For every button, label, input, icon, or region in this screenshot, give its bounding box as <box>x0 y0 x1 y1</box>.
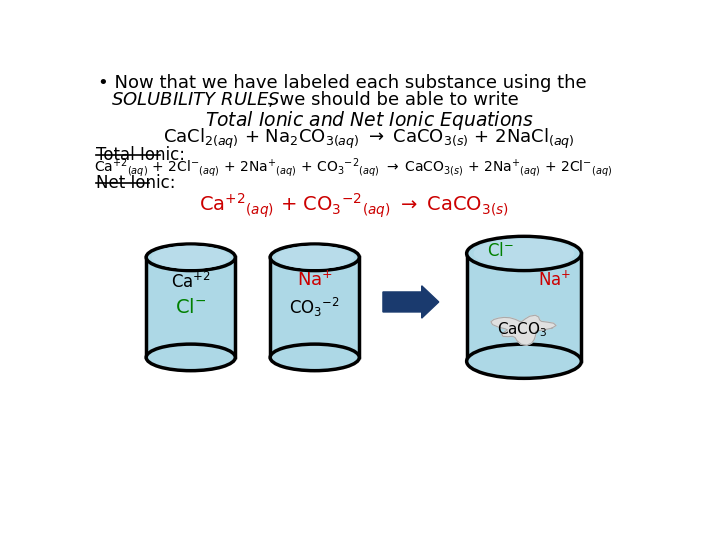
Ellipse shape <box>467 237 581 271</box>
Text: Cl$^{-}$: Cl$^{-}$ <box>175 298 207 317</box>
FancyArrow shape <box>383 286 438 318</box>
Text: • Now that we have labeled each substance using the: • Now that we have labeled each substanc… <box>98 74 586 92</box>
Polygon shape <box>491 315 556 345</box>
Text: , we should be able to write: , we should be able to write <box>269 91 519 109</box>
Text: Ca$^{+2}$: Ca$^{+2}$ <box>171 272 211 292</box>
Text: Na$^{+}$: Na$^{+}$ <box>297 271 333 290</box>
Text: $\it{Total\ Ionic\ and\ Net\ Ionic\ Equations}$: $\it{Total\ Ionic\ and\ Net\ Ionic\ Equa… <box>204 109 534 132</box>
Bar <box>467 253 581 361</box>
Text: $\bf{\it{SOLUBILITY\ RULES}}$: $\bf{\it{SOLUBILITY\ RULES}}$ <box>111 91 281 109</box>
Text: CaCO$_3$: CaCO$_3$ <box>497 320 548 339</box>
Text: CO$_{3}$$^{-2}$: CO$_{3}$$^{-2}$ <box>289 296 341 319</box>
Ellipse shape <box>146 244 235 271</box>
Ellipse shape <box>151 246 230 269</box>
Bar <box>146 257 235 357</box>
Text: Ca$^{+2}$$_{(aq)}$ + CO$_{3}$$^{-2}$$_{(aq)}$ $\rightarrow$ CaCO$_{3(s)}$: Ca$^{+2}$$_{(aq)}$ + CO$_{3}$$^{-2}$$_{(… <box>199 192 508 220</box>
Bar <box>270 257 359 357</box>
Ellipse shape <box>467 344 581 379</box>
Ellipse shape <box>474 238 575 268</box>
Text: Net Ionic:: Net Ionic: <box>96 174 176 192</box>
Ellipse shape <box>270 244 359 271</box>
Ellipse shape <box>146 344 235 370</box>
Ellipse shape <box>276 246 354 269</box>
Text: Total Ionic:: Total Ionic: <box>96 146 185 164</box>
Text: Cl$^{-}$: Cl$^{-}$ <box>487 242 514 260</box>
Text: Ca$^{+2}$$_{(aq)}$ + 2Cl$^{-}$$_{(aq)}$ + 2Na$^{+}$$_{(aq)}$ + CO$_{3}$$^{-2}$$_: Ca$^{+2}$$_{(aq)}$ + 2Cl$^{-}$$_{(aq)}$ … <box>94 157 613 179</box>
Ellipse shape <box>270 344 359 370</box>
Text: Na$^{+}$: Na$^{+}$ <box>539 271 572 290</box>
Text: CaCl$_{2(aq)}$ + Na$_2$CO$_{3(aq)}$ $\rightarrow$ CaCO$_{3(s)}$ + 2NaCl$_{(aq)}$: CaCl$_{2(aq)}$ + Na$_2$CO$_{3(aq)}$ $\ri… <box>163 127 575 151</box>
